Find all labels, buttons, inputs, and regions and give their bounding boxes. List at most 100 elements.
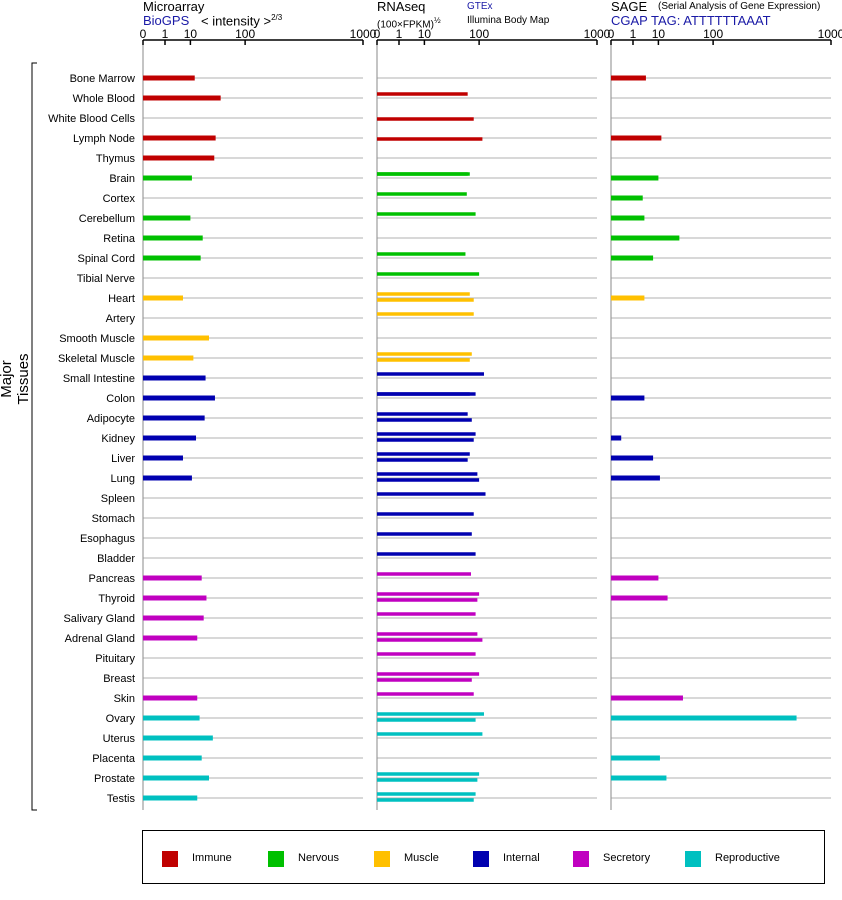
bar-rnaseq-illumina-body-map-thyroid <box>377 592 480 596</box>
bar-rnaseq-illumina-body-map-uterus <box>377 732 483 736</box>
bar-rnaseq-illumina-body-map-brain <box>377 172 470 176</box>
bar-sage-colon <box>611 395 645 401</box>
tissue-label-thymus: Thymus <box>96 153 136 165</box>
tissue-label-esophagus: Esophagus <box>80 533 136 545</box>
bar-sage-ovary <box>611 715 797 721</box>
x-tick-label-1-1: 1 <box>396 27 403 41</box>
bar-sage-thyroid <box>611 595 668 601</box>
bar-rnaseq-illumina-body-map-heart <box>377 292 470 296</box>
legend-label-reproductive: Reproductive <box>715 852 780 864</box>
bar-rnaseq-illumina-body-map-esophagus <box>377 532 472 536</box>
x-tick-label-2-100: 100 <box>703 27 723 41</box>
legend-swatch-immune <box>162 851 178 867</box>
legend-label-muscle: Muscle <box>404 852 439 864</box>
bar-rnaseq-illumina-body-map-skeletal-muscle <box>377 352 472 356</box>
bar-rnaseq-illumina-body-map-lung <box>377 472 478 476</box>
tissue-label-prostate: Prostate <box>94 773 135 785</box>
tissue-label-uterus: Uterus <box>103 733 136 745</box>
bar-rnaseq-illumina-body-map-2-thyroid <box>377 598 478 602</box>
bar-rnaseq-illumina-body-map-spleen <box>377 492 486 496</box>
legend-label-secretory: Secretory <box>603 852 651 864</box>
bar-rnaseq-illumina-body-map-2-adipocyte <box>377 418 472 422</box>
rnaseq-unit-text: (100×FPKM) <box>377 19 434 31</box>
bar-rnaseq-illumina-body-map-testis <box>377 792 476 796</box>
legend-label-internal: Internal <box>503 852 540 864</box>
tissue-label-kidney: Kidney <box>101 433 135 445</box>
bar-sage-cortex <box>611 195 643 201</box>
bar-sage-liver <box>611 455 654 461</box>
bar-microarray-small-intestine <box>143 375 206 381</box>
tissue-label-ovary: Ovary <box>106 713 136 725</box>
bar-rnaseq-illumina-body-map-tibial-nerve <box>377 272 480 276</box>
bar-microarray-thymus <box>143 155 215 161</box>
bar-sage-lung <box>611 475 660 481</box>
tissue-label-bone-marrow: Bone Marrow <box>70 73 135 85</box>
microarray-exponent: 2/3 <box>271 13 283 22</box>
bar-rnaseq-illumina-body-map-2-skeletal-muscle <box>377 358 470 362</box>
bar-microarray-pancreas <box>143 575 202 581</box>
bar-rnaseq-illumina-body-map-2-heart <box>377 298 474 302</box>
bar-rnaseq-illumina-body-map-skin <box>377 692 474 696</box>
bar-rnaseq-illumina-body-map-2-lung <box>377 478 480 482</box>
bar-rnaseq-illumina-body-map-liver <box>377 452 470 456</box>
tissue-label-white-blood-cells: White Blood Cells <box>48 113 135 125</box>
bar-rnaseq-illumina-body-map-breast <box>377 672 480 676</box>
x-tick-label-2-1: 1 <box>630 27 637 41</box>
sage-subtitle: (Serial Analysis of Gene Expression) <box>658 1 821 12</box>
bar-rnaseq-illumina-body-map-pancreas <box>377 572 471 576</box>
tissue-label-pancreas: Pancreas <box>89 573 136 585</box>
bar-rnaseq-gtex-whole-blood <box>377 92 468 96</box>
bar-rnaseq-illumina-body-map-2-prostate <box>377 778 478 782</box>
bar-rnaseq-illumina-body-map-cortex <box>377 192 467 196</box>
tissue-bracket <box>31 62 37 811</box>
bar-rnaseq-illumina-body-map-ovary <box>377 712 484 716</box>
bar-sage-bone-marrow <box>611 75 646 81</box>
bar-rnaseq-illumina-body-map-adrenal-gland <box>377 632 478 636</box>
bar-sage-heart <box>611 295 645 301</box>
bar-rnaseq-illumina-body-map-2-kidney <box>377 438 474 442</box>
tissue-label-bladder: Bladder <box>97 553 135 565</box>
legend-swatch-reproductive <box>685 851 701 867</box>
bar-microarray-placenta <box>143 755 202 761</box>
bar-sage-pancreas <box>611 575 659 581</box>
bar-sage-cerebellum <box>611 215 645 221</box>
tissue-label-cerebellum: Cerebellum <box>79 213 135 225</box>
tissue-label-stomach: Stomach <box>92 513 135 525</box>
x-tick-label-2-0: 0 <box>608 27 615 41</box>
tissue-label-smooth-muscle: Smooth Muscle <box>59 333 135 345</box>
bar-sage-lymph-node <box>611 135 662 141</box>
bar-rnaseq-illumina-body-map-artery <box>377 312 474 316</box>
sage-tag: CGAP TAG: ATTTTTTAAAT <box>611 13 771 28</box>
sage-title: SAGE <box>611 0 648 14</box>
bar-microarray-adrenal-gland <box>143 635 198 641</box>
tissue-label-tibial-nerve: Tibial Nerve <box>77 273 135 285</box>
bar-sage-brain <box>611 175 659 181</box>
tissue-label-small-intestine: Small Intestine <box>63 373 135 385</box>
x-tick-label-0-0: 0 <box>140 27 147 41</box>
legend-swatch-muscle <box>374 851 390 867</box>
bar-rnaseq-illumina-body-map-2-ovary <box>377 718 476 722</box>
tissue-label-spleen: Spleen <box>101 493 135 505</box>
bar-microarray-spinal-cord <box>143 255 201 261</box>
bar-rnaseq-illumina-body-map-small-intestine <box>377 372 484 376</box>
bar-sage-skin <box>611 695 683 701</box>
bar-microarray-bone-marrow <box>143 75 195 81</box>
x-tick-label-1-1000: 1000 <box>584 27 611 41</box>
bar-rnaseq-illumina-body-map-bladder <box>377 552 476 556</box>
bar-rnaseq-illumina-body-map-stomach <box>377 512 474 516</box>
bar-microarray-heart <box>143 295 183 301</box>
microarray-unit: < intensity >2/3 <box>201 13 282 28</box>
tissue-label-adrenal-gland: Adrenal Gland <box>65 633 135 645</box>
bar-microarray-ovary <box>143 715 200 721</box>
rnaseq-exponent: ½ <box>433 16 441 25</box>
bar-microarray-salivary-gland <box>143 615 204 621</box>
bar-microarray-retina <box>143 235 203 241</box>
tissue-label-skin: Skin <box>114 693 135 705</box>
bar-sage-retina <box>611 235 680 241</box>
x-tick-label-0-10: 10 <box>184 27 198 41</box>
microarray-source: BioGPS <box>143 13 190 28</box>
tissue-label-colon: Colon <box>106 393 135 405</box>
bar-microarray-lymph-node <box>143 135 216 141</box>
x-tick-label-0-100: 100 <box>235 27 255 41</box>
